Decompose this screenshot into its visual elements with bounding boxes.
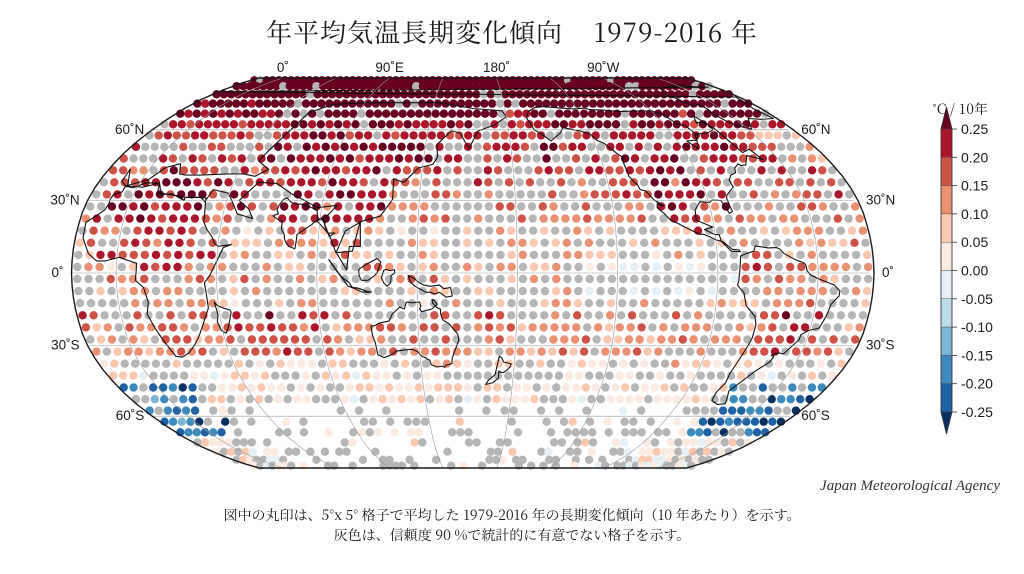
svg-text:0.10: 0.10	[961, 206, 988, 222]
svg-text:˚C / 10年: ˚C / 10年	[932, 99, 988, 119]
svg-text:30˚N: 30˚N	[50, 193, 79, 208]
svg-text:30˚S: 30˚S	[51, 338, 80, 353]
svg-text:60˚N: 60˚N	[801, 122, 830, 137]
svg-text:90˚E: 90˚E	[375, 60, 404, 75]
svg-text:60˚S: 60˚S	[116, 408, 145, 423]
svg-text:0.20: 0.20	[961, 149, 988, 165]
svg-text:30˚S: 30˚S	[866, 338, 895, 353]
svg-text:60˚S: 60˚S	[801, 408, 830, 423]
svg-text:0˚: 0˚	[277, 60, 289, 75]
svg-text:-0.20: -0.20	[961, 376, 993, 392]
svg-text:0˚: 0˚	[51, 265, 63, 280]
svg-text:0.00: 0.00	[961, 263, 988, 279]
svg-text:-0.15: -0.15	[961, 347, 993, 363]
svg-text:90˚W: 90˚W	[587, 60, 620, 75]
svg-text:60˚N: 60˚N	[115, 122, 144, 137]
svg-text:0.05: 0.05	[961, 234, 988, 250]
svg-text:-0.10: -0.10	[961, 319, 993, 335]
svg-text:-0.05: -0.05	[961, 291, 993, 307]
svg-text:0.25: 0.25	[961, 121, 988, 137]
svg-text:0.15: 0.15	[961, 178, 988, 194]
svg-text:0˚: 0˚	[882, 265, 894, 280]
svg-text:30˚N: 30˚N	[866, 193, 895, 208]
svg-text:-0.25: -0.25	[961, 404, 993, 420]
svg-text:180˚: 180˚	[483, 60, 510, 75]
